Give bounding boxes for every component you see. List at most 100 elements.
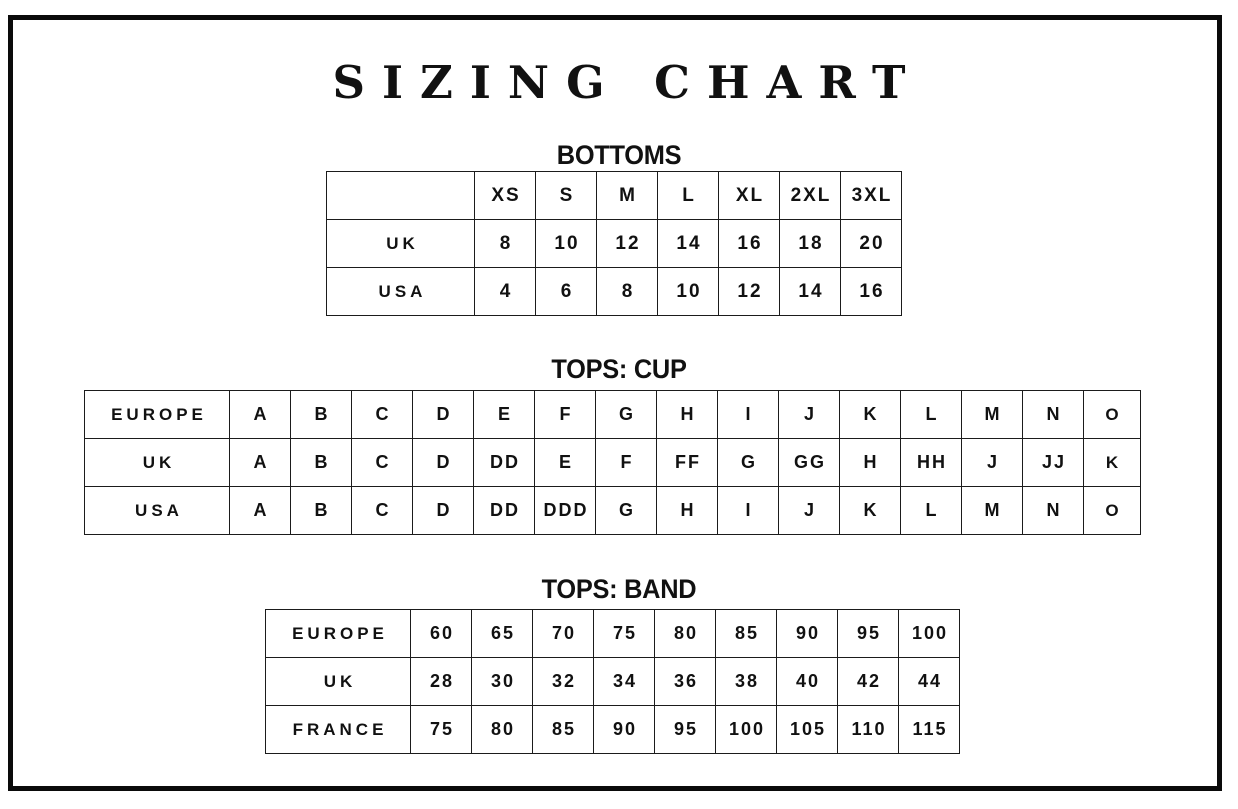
cell-value: 70 — [532, 609, 594, 658]
cell-value: 95 — [837, 609, 899, 658]
row-label-usa: USA — [326, 267, 475, 316]
cell-value: E — [473, 390, 535, 439]
cell-value: DDD — [534, 486, 596, 535]
cell-value: 115 — [898, 705, 960, 754]
cell-value: 65 — [471, 609, 533, 658]
cell-value: 14 — [779, 267, 841, 316]
cell-value: 75 — [410, 705, 472, 754]
cell-value: 28 — [410, 657, 472, 706]
cell-value: O — [1083, 486, 1141, 535]
cell-value: 36 — [654, 657, 716, 706]
cell-value: 16 — [718, 219, 780, 268]
cell-value: J — [778, 486, 840, 535]
cell-value: J — [778, 390, 840, 439]
cell-value: M — [961, 390, 1023, 439]
cell-value: 100 — [898, 609, 960, 658]
row-label-usa: USA — [84, 486, 230, 535]
row-label-europe: EUROPE — [84, 390, 230, 439]
cell-value: GG — [778, 438, 840, 487]
cell-value: 80 — [471, 705, 533, 754]
column-header-l: L — [657, 171, 719, 220]
cell-value: G — [595, 486, 657, 535]
table-row: UK A B C D DD E F FF G GG H HH J JJ K — [84, 438, 1141, 487]
cell-value: 105 — [776, 705, 838, 754]
cell-value: O — [1083, 390, 1141, 439]
cell-value: J — [961, 438, 1023, 487]
cell-value: HH — [900, 438, 962, 487]
cell-value: F — [534, 390, 596, 439]
cell-value: 110 — [837, 705, 899, 754]
cell-value: 40 — [776, 657, 838, 706]
cell-value: 20 — [840, 219, 902, 268]
page-title: SIZING CHART — [332, 56, 923, 109]
cell-value: 44 — [898, 657, 960, 706]
cell-value: K — [839, 486, 901, 535]
cell-value: 85 — [715, 609, 777, 658]
column-header-s: S — [535, 171, 597, 220]
cell-value: H — [656, 486, 718, 535]
row-label-france: FRANCE — [265, 705, 411, 754]
table-row: FRANCE 75 80 85 90 95 100 105 110 115 — [265, 705, 960, 754]
table-row: EUROPE A B C D E F G H I J K L M N O — [84, 390, 1141, 439]
cell-value: C — [351, 390, 413, 439]
cell-value: 16 — [840, 267, 902, 316]
cell-value: A — [229, 438, 291, 487]
cell-value: 38 — [715, 657, 777, 706]
cell-value: 8 — [596, 267, 658, 316]
row-label-uk: UK — [84, 438, 230, 487]
column-header-xl: XL — [718, 171, 780, 220]
cell-value: 12 — [718, 267, 780, 316]
cell-value: 30 — [471, 657, 533, 706]
column-header-3xl: 3XL — [840, 171, 902, 220]
section-heading-tops-band: TOPS: BAND — [541, 574, 697, 604]
cell-value: C — [351, 486, 413, 535]
cell-value: DD — [473, 486, 535, 535]
cell-value: 6 — [535, 267, 597, 316]
cell-value: 60 — [410, 609, 472, 658]
cell-value: 10 — [535, 219, 597, 268]
cell-value: 18 — [779, 219, 841, 268]
cell-value: N — [1022, 390, 1084, 439]
cell-value: I — [717, 486, 779, 535]
cell-value: C — [351, 438, 413, 487]
cell-value: 95 — [654, 705, 716, 754]
column-header-2xl: 2XL — [779, 171, 841, 220]
cell-value: B — [290, 438, 352, 487]
cell-value: 12 — [596, 219, 658, 268]
cell-value: 4 — [474, 267, 536, 316]
row-label-uk: UK — [326, 219, 475, 268]
cell-value: M — [961, 486, 1023, 535]
cell-value: DD — [473, 438, 535, 487]
cell-value: JJ — [1022, 438, 1084, 487]
corner-cell — [326, 171, 475, 220]
cell-value: 100 — [715, 705, 777, 754]
section-heading-bottoms: BOTTOMS — [556, 140, 682, 170]
table-row: UK 28 30 32 34 36 38 40 42 44 — [265, 657, 960, 706]
cell-value: 90 — [776, 609, 838, 658]
cell-value: B — [290, 486, 352, 535]
cell-value: B — [290, 390, 352, 439]
cell-value: K — [1083, 438, 1141, 487]
cell-value: 90 — [593, 705, 655, 754]
cell-value: A — [229, 390, 291, 439]
cell-value: D — [412, 486, 474, 535]
cell-value: G — [717, 438, 779, 487]
cell-value: 42 — [837, 657, 899, 706]
table-row: USA 4 6 8 10 12 14 16 — [326, 267, 902, 316]
column-header-xs: XS — [474, 171, 536, 220]
cell-value: 85 — [532, 705, 594, 754]
cell-value: D — [412, 438, 474, 487]
cell-value: D — [412, 390, 474, 439]
cell-value: F — [595, 438, 657, 487]
table-row: EUROPE 60 65 70 75 80 85 90 95 100 — [265, 609, 960, 658]
section-heading-tops-cup: TOPS: CUP — [551, 354, 687, 384]
column-header-m: M — [596, 171, 658, 220]
cell-value: H — [839, 438, 901, 487]
row-label-uk: UK — [265, 657, 411, 706]
cell-value: L — [900, 390, 962, 439]
cell-value: 75 — [593, 609, 655, 658]
cell-value: E — [534, 438, 596, 487]
cell-value: K — [839, 390, 901, 439]
cell-value: 8 — [474, 219, 536, 268]
cell-value: G — [595, 390, 657, 439]
